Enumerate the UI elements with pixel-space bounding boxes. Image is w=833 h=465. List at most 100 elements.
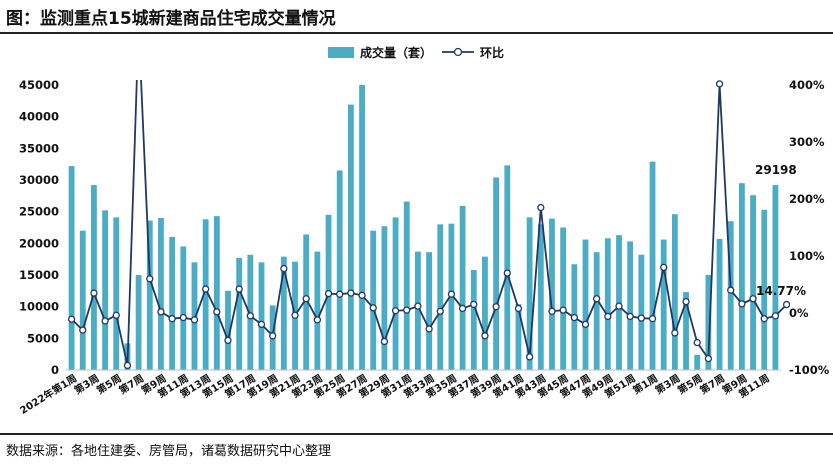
bar bbox=[191, 262, 198, 370]
bar bbox=[359, 85, 365, 370]
ratio-point bbox=[738, 300, 746, 308]
bar bbox=[180, 246, 187, 370]
ratio-point bbox=[313, 316, 322, 324]
bar bbox=[671, 214, 678, 370]
source-note: 数据来源：各地住建委、房管局，诸葛数据研究中心整理 bbox=[6, 444, 332, 459]
bar bbox=[482, 256, 488, 370]
bar bbox=[772, 185, 779, 370]
left-axis: 0 5000 10000 15000 20000 25000 30000 35000 40000… bbox=[19, 78, 59, 377]
ratio-point bbox=[715, 80, 724, 88]
right-tick-label: 200% bbox=[789, 192, 825, 206]
bar bbox=[381, 226, 388, 370]
ratio-point bbox=[470, 300, 478, 309]
left-tick-label: 10000 bbox=[19, 300, 59, 314]
ratio-point bbox=[302, 295, 310, 303]
ratio-point bbox=[615, 302, 623, 310]
ratio-point bbox=[481, 332, 489, 340]
ratio-point bbox=[257, 320, 266, 329]
x-axis: 2022年第1周第3周第5周第7周第9周第11周第13周第15周第17周第19周… bbox=[17, 372, 771, 417]
ratio-point bbox=[749, 295, 757, 303]
bar bbox=[213, 216, 220, 370]
ratio-point bbox=[771, 312, 780, 320]
bar bbox=[470, 269, 477, 370]
ratio-point bbox=[458, 304, 467, 313]
ratio-point bbox=[112, 311, 120, 319]
ratio-point bbox=[168, 315, 176, 323]
ratio-point bbox=[123, 361, 132, 370]
bar bbox=[426, 252, 432, 370]
left-tick-label: 45000 bbox=[19, 78, 59, 92]
bar bbox=[627, 241, 634, 370]
left-tick-label: 20000 bbox=[19, 236, 59, 250]
ratio-point bbox=[269, 332, 277, 340]
ratio-point bbox=[391, 307, 400, 315]
ratio-point bbox=[190, 316, 199, 324]
ratio-point bbox=[604, 312, 612, 321]
ratio-point bbox=[101, 317, 109, 325]
ratio-point bbox=[648, 315, 657, 323]
bar bbox=[604, 238, 611, 370]
bar bbox=[761, 209, 768, 370]
bar bbox=[113, 217, 120, 370]
left-tick-label: 35000 bbox=[19, 141, 59, 155]
ratio-point bbox=[492, 303, 500, 311]
bar bbox=[683, 292, 689, 370]
ratio-series bbox=[67, 80, 790, 370]
ratio-point bbox=[525, 353, 534, 361]
bar bbox=[694, 354, 701, 370]
ratio-point bbox=[157, 308, 165, 316]
legend: 成交量（套） 环比 bbox=[328, 45, 504, 60]
bar bbox=[459, 205, 466, 370]
bar bbox=[750, 195, 756, 370]
ratio-point bbox=[213, 308, 221, 316]
right-tick-label: 0% bbox=[789, 306, 809, 320]
bar bbox=[347, 104, 354, 370]
ratio-point bbox=[436, 307, 444, 315]
ratio-point bbox=[537, 203, 545, 212]
bar bbox=[415, 251, 421, 370]
ratio-point bbox=[369, 304, 377, 312]
title-rule bbox=[0, 32, 833, 34]
bar bbox=[236, 257, 243, 370]
bar bbox=[336, 170, 343, 370]
ratio-point bbox=[503, 269, 511, 277]
right-tick-label: 400% bbox=[789, 78, 825, 92]
bar bbox=[504, 165, 511, 370]
bar bbox=[314, 251, 321, 370]
ratio-point bbox=[347, 289, 355, 297]
right-tick-label: 300% bbox=[789, 135, 825, 149]
ratio-point bbox=[380, 337, 389, 346]
bar bbox=[403, 201, 410, 370]
bar bbox=[716, 238, 723, 370]
ratio-point bbox=[246, 312, 254, 320]
ratio-point bbox=[324, 289, 333, 298]
ratio-point bbox=[280, 264, 288, 273]
left-tick-label: 0 bbox=[51, 363, 59, 377]
x-tick-label: 2022年第1周 bbox=[17, 372, 79, 417]
ratio-point bbox=[224, 336, 232, 345]
left-tick-label: 40000 bbox=[19, 110, 59, 124]
bar bbox=[582, 239, 589, 370]
bar bbox=[649, 161, 656, 370]
ratio-point bbox=[179, 313, 187, 322]
bar bbox=[593, 252, 600, 370]
legend-line-label: 环比 bbox=[480, 45, 504, 60]
bar bbox=[560, 227, 567, 370]
ratio-point bbox=[693, 338, 701, 347]
ratio-point bbox=[403, 306, 411, 314]
data-labels: 29198 14.77% bbox=[755, 163, 806, 298]
footer-rule bbox=[0, 433, 833, 435]
ratio-point bbox=[559, 306, 567, 314]
bar bbox=[705, 275, 712, 370]
ratio-point bbox=[90, 289, 98, 297]
bar bbox=[146, 220, 153, 370]
last-value-label: 29198 bbox=[755, 163, 797, 177]
left-tick-label: 25000 bbox=[19, 205, 59, 219]
ratio-point bbox=[727, 286, 735, 294]
ratio-point bbox=[336, 290, 344, 298]
bar bbox=[91, 185, 97, 370]
ratio-point bbox=[447, 290, 456, 298]
bar bbox=[102, 210, 109, 370]
ratio-point bbox=[637, 314, 645, 322]
